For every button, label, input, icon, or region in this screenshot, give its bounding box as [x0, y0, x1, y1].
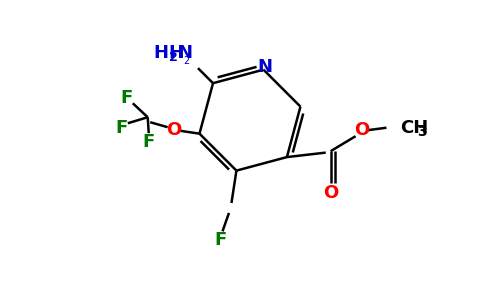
Text: 3: 3 — [417, 125, 427, 139]
Text: CH: CH — [400, 119, 428, 137]
Text: N: N — [257, 58, 272, 76]
Text: F: F — [143, 133, 155, 151]
Text: F: F — [116, 119, 128, 137]
Text: O: O — [354, 121, 369, 139]
Text: O: O — [166, 121, 181, 139]
Text: F: F — [121, 89, 133, 107]
Text: $_2$: $_2$ — [183, 53, 191, 67]
Text: H: H — [168, 44, 183, 62]
Text: F: F — [214, 231, 226, 249]
Text: O: O — [323, 184, 338, 202]
Text: $\mathbf{H_2N}$: $\mathbf{H_2N}$ — [153, 43, 193, 63]
